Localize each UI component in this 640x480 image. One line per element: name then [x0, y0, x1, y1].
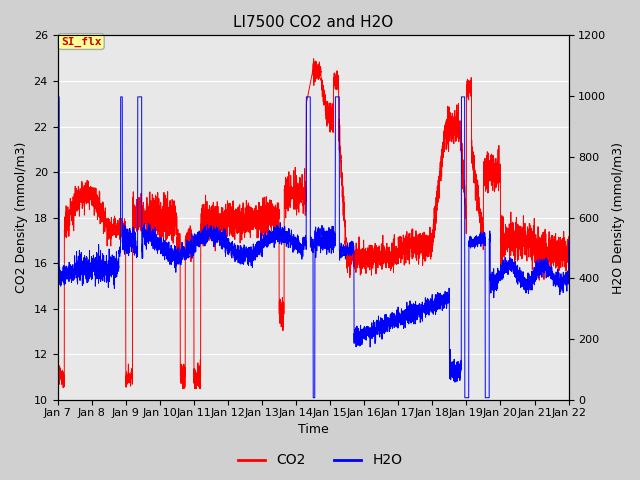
Legend: CO2, H2O: CO2, H2O: [232, 448, 408, 473]
Text: SI_flx: SI_flx: [61, 36, 101, 47]
X-axis label: Time: Time: [298, 423, 328, 436]
Title: LI7500 CO2 and H2O: LI7500 CO2 and H2O: [233, 15, 393, 30]
Y-axis label: H2O Density (mmol/m3): H2O Density (mmol/m3): [612, 142, 625, 294]
Y-axis label: CO2 Density (mmol/m3): CO2 Density (mmol/m3): [15, 142, 28, 293]
